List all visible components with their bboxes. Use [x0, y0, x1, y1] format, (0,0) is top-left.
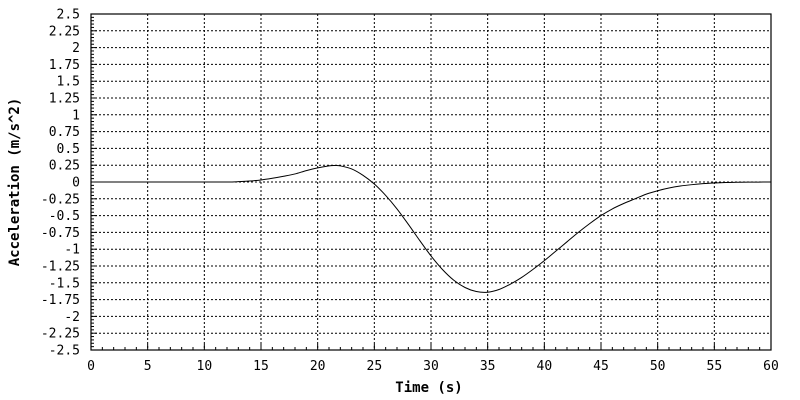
y-tick-label: 1.25: [49, 92, 80, 107]
x-tick-label: 0: [87, 359, 95, 374]
x-tick-label: 10: [197, 359, 213, 374]
x-tick-label: 35: [480, 359, 496, 374]
y-tick-label: 0.5: [57, 142, 80, 157]
x-tick-label: 45: [593, 359, 609, 374]
x-tick-label: 40: [537, 359, 553, 374]
y-tick-label: 1.75: [49, 58, 80, 73]
y-tick-label: -2.5: [49, 344, 80, 359]
y-tick-label: 2: [72, 41, 80, 56]
y-tick-label: -1: [64, 243, 80, 258]
y-tick-label: 1.5: [57, 75, 80, 90]
y-tick-label: -2.25: [41, 327, 80, 342]
y-tick-label: 0.25: [49, 159, 80, 174]
x-tick-label: 20: [310, 359, 326, 374]
x-axis-label: Time (s): [395, 380, 462, 396]
x-tick-label: 30: [423, 359, 439, 374]
y-tick-label: -2: [64, 310, 80, 325]
y-tick-label: -1.75: [41, 293, 80, 308]
x-tick-label: 15: [253, 359, 269, 374]
y-tick-label: 0.75: [49, 125, 80, 140]
grid: [91, 14, 771, 350]
y-tick-label: -0.5: [49, 209, 80, 224]
y-tick-label: 2.25: [49, 24, 80, 39]
x-tick-label: 25: [367, 359, 383, 374]
y-tick-label: 2.5: [57, 8, 80, 23]
y-tick-label: 1: [72, 108, 80, 123]
y-axis-label: Acceleration (m/s^2): [7, 98, 23, 267]
y-tick-label: -1.5: [49, 276, 80, 291]
x-tick-label: 5: [144, 359, 152, 374]
y-tick-label: 0: [72, 176, 80, 191]
x-tick-label: 50: [650, 359, 666, 374]
acceleration-series-line: [91, 164, 772, 293]
x-tick-label: 60: [763, 359, 779, 374]
y-tick-label: -0.25: [41, 192, 80, 207]
series-layer: [91, 164, 772, 293]
y-tick-label: -0.75: [41, 226, 80, 241]
y-tick-label: -1.25: [41, 260, 80, 275]
y-tick-labels: 2.52.25 2 1.75 1.5 1.251 0.75 0.5 0.25 0-0.25 -0.…: [41, 8, 80, 359]
x-tick-labels: 0 5 10 15 20 25 30 35 40 45 50 55 60: [87, 359, 779, 374]
x-tick-label: 55: [707, 359, 723, 374]
